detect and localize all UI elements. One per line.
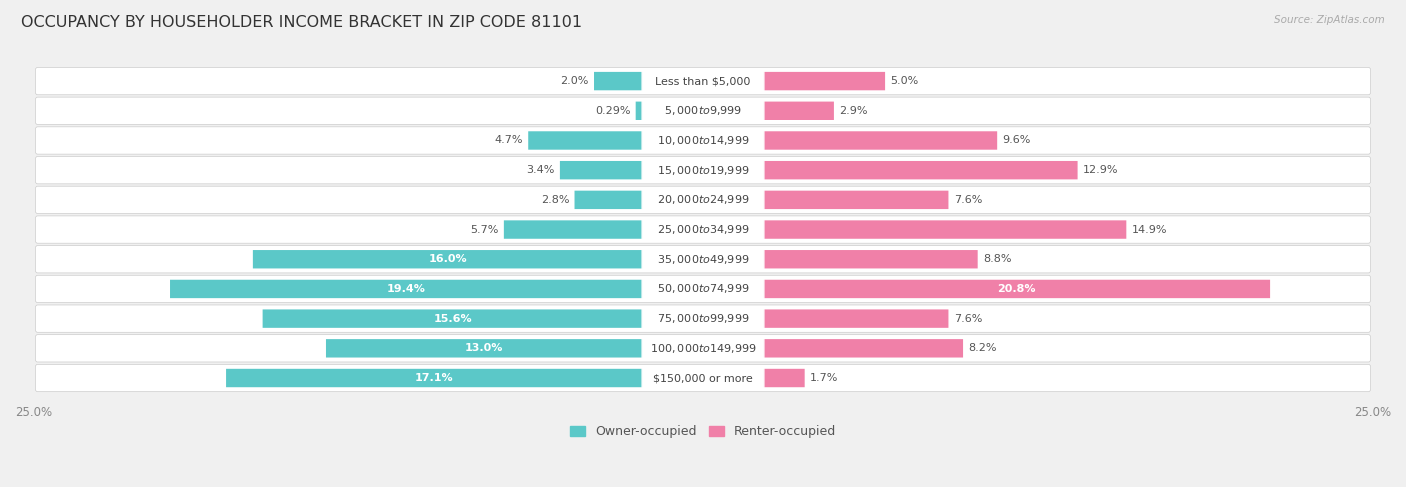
Text: $50,000 to $74,999: $50,000 to $74,999 xyxy=(657,282,749,296)
FancyBboxPatch shape xyxy=(35,245,1371,273)
FancyBboxPatch shape xyxy=(763,250,977,268)
FancyBboxPatch shape xyxy=(641,277,765,301)
FancyBboxPatch shape xyxy=(641,69,765,94)
Text: 2.0%: 2.0% xyxy=(560,76,589,86)
Text: $20,000 to $24,999: $20,000 to $24,999 xyxy=(657,193,749,206)
Text: $25,000 to $34,999: $25,000 to $34,999 xyxy=(657,223,749,236)
Text: $10,000 to $14,999: $10,000 to $14,999 xyxy=(657,134,749,147)
Text: 7.6%: 7.6% xyxy=(953,314,983,324)
Text: 2.8%: 2.8% xyxy=(541,195,569,205)
FancyBboxPatch shape xyxy=(763,309,949,328)
FancyBboxPatch shape xyxy=(641,366,765,390)
FancyBboxPatch shape xyxy=(263,309,643,328)
Text: 5.0%: 5.0% xyxy=(890,76,918,86)
Text: 0.29%: 0.29% xyxy=(595,106,630,116)
Text: $5,000 to $9,999: $5,000 to $9,999 xyxy=(664,104,742,117)
FancyBboxPatch shape xyxy=(170,280,643,298)
Text: 14.9%: 14.9% xyxy=(1132,225,1167,235)
FancyBboxPatch shape xyxy=(503,220,643,239)
FancyBboxPatch shape xyxy=(763,131,997,150)
FancyBboxPatch shape xyxy=(35,364,1371,392)
Text: 17.1%: 17.1% xyxy=(415,373,454,383)
FancyBboxPatch shape xyxy=(641,247,765,271)
FancyBboxPatch shape xyxy=(35,186,1371,213)
FancyBboxPatch shape xyxy=(763,220,1126,239)
FancyBboxPatch shape xyxy=(560,161,643,179)
Text: 5.7%: 5.7% xyxy=(470,225,499,235)
FancyBboxPatch shape xyxy=(763,161,1077,179)
Text: 13.0%: 13.0% xyxy=(465,343,503,354)
Text: 3.4%: 3.4% xyxy=(526,165,554,175)
FancyBboxPatch shape xyxy=(763,280,1270,298)
Text: Less than $5,000: Less than $5,000 xyxy=(655,76,751,86)
FancyBboxPatch shape xyxy=(35,127,1371,154)
FancyBboxPatch shape xyxy=(35,335,1371,362)
Text: $15,000 to $19,999: $15,000 to $19,999 xyxy=(657,164,749,177)
Text: OCCUPANCY BY HOUSEHOLDER INCOME BRACKET IN ZIP CODE 81101: OCCUPANCY BY HOUSEHOLDER INCOME BRACKET … xyxy=(21,15,582,30)
Text: $100,000 to $149,999: $100,000 to $149,999 xyxy=(650,342,756,355)
FancyBboxPatch shape xyxy=(641,187,765,212)
Text: 12.9%: 12.9% xyxy=(1083,165,1118,175)
FancyBboxPatch shape xyxy=(326,339,643,357)
Text: 1.7%: 1.7% xyxy=(810,373,838,383)
FancyBboxPatch shape xyxy=(35,305,1371,332)
FancyBboxPatch shape xyxy=(636,102,643,120)
FancyBboxPatch shape xyxy=(641,128,765,152)
FancyBboxPatch shape xyxy=(35,97,1371,125)
Text: 19.4%: 19.4% xyxy=(387,284,426,294)
Text: Source: ZipAtlas.com: Source: ZipAtlas.com xyxy=(1274,15,1385,25)
FancyBboxPatch shape xyxy=(641,158,765,182)
FancyBboxPatch shape xyxy=(763,72,886,90)
Text: 16.0%: 16.0% xyxy=(429,254,467,264)
Legend: Owner-occupied, Renter-occupied: Owner-occupied, Renter-occupied xyxy=(569,426,837,438)
FancyBboxPatch shape xyxy=(763,369,804,387)
FancyBboxPatch shape xyxy=(641,98,765,123)
Text: $150,000 or more: $150,000 or more xyxy=(654,373,752,383)
FancyBboxPatch shape xyxy=(253,250,643,268)
FancyBboxPatch shape xyxy=(641,217,765,242)
FancyBboxPatch shape xyxy=(763,190,949,209)
Text: 4.7%: 4.7% xyxy=(495,135,523,146)
Text: 20.8%: 20.8% xyxy=(997,284,1036,294)
Text: 2.9%: 2.9% xyxy=(839,106,868,116)
FancyBboxPatch shape xyxy=(575,190,643,209)
FancyBboxPatch shape xyxy=(35,275,1371,302)
Text: $75,000 to $99,999: $75,000 to $99,999 xyxy=(657,312,749,325)
FancyBboxPatch shape xyxy=(35,156,1371,184)
FancyBboxPatch shape xyxy=(763,339,963,357)
Text: 7.6%: 7.6% xyxy=(953,195,983,205)
Text: 15.6%: 15.6% xyxy=(433,314,472,324)
Text: 8.8%: 8.8% xyxy=(983,254,1011,264)
FancyBboxPatch shape xyxy=(35,216,1371,243)
FancyBboxPatch shape xyxy=(529,131,643,150)
Text: $35,000 to $49,999: $35,000 to $49,999 xyxy=(657,253,749,266)
FancyBboxPatch shape xyxy=(763,102,834,120)
FancyBboxPatch shape xyxy=(35,67,1371,95)
FancyBboxPatch shape xyxy=(593,72,643,90)
FancyBboxPatch shape xyxy=(641,306,765,331)
FancyBboxPatch shape xyxy=(641,336,765,360)
Text: 9.6%: 9.6% xyxy=(1002,135,1031,146)
Text: 8.2%: 8.2% xyxy=(969,343,997,354)
FancyBboxPatch shape xyxy=(226,369,643,387)
